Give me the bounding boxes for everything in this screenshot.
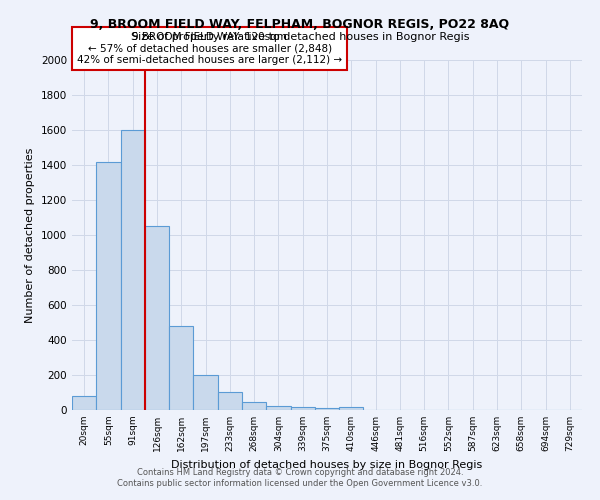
Text: Contains HM Land Registry data © Crown copyright and database right 2024.
Contai: Contains HM Land Registry data © Crown c… — [118, 468, 482, 487]
Bar — [145, 226, 169, 410]
Bar — [193, 375, 218, 410]
Bar — [242, 402, 266, 410]
Text: 9, BROOM FIELD WAY, FELPHAM, BOGNOR REGIS, PO22 8AQ: 9, BROOM FIELD WAY, FELPHAM, BOGNOR REGI… — [91, 18, 509, 30]
Bar — [315, 408, 339, 410]
Bar — [339, 408, 364, 410]
Bar — [96, 162, 121, 410]
Text: Size of property relative to detached houses in Bognor Regis: Size of property relative to detached ho… — [131, 32, 469, 42]
Bar — [121, 130, 145, 410]
Text: 9 BROOM FIELD WAY: 120sqm
← 57% of detached houses are smaller (2,848)
42% of se: 9 BROOM FIELD WAY: 120sqm ← 57% of detac… — [77, 32, 342, 65]
X-axis label: Distribution of detached houses by size in Bognor Regis: Distribution of detached houses by size … — [172, 460, 482, 469]
Bar — [218, 392, 242, 410]
Bar — [290, 408, 315, 410]
Bar — [266, 406, 290, 410]
Bar — [72, 396, 96, 410]
Y-axis label: Number of detached properties: Number of detached properties — [25, 148, 35, 322]
Bar — [169, 326, 193, 410]
